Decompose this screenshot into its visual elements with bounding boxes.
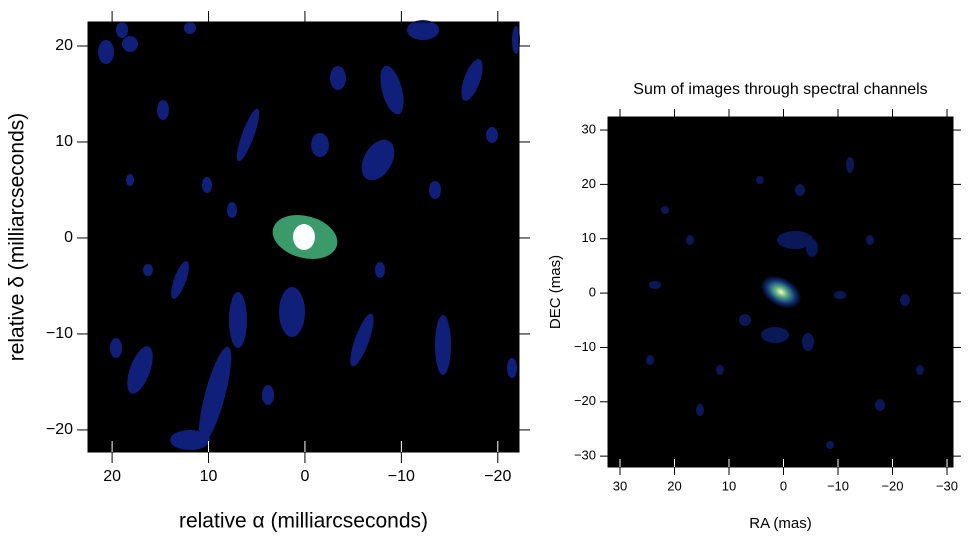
noise-blobs xyxy=(646,157,924,449)
x-tick-label: −20 xyxy=(484,468,511,485)
x-axis-label: relative α (milliarcseconds) xyxy=(179,510,428,533)
x-axis-label: RA (mas) xyxy=(749,515,812,532)
x-tick-label: 20 xyxy=(667,478,681,493)
chart-title: Sum of images through spectral channels xyxy=(633,81,927,98)
axes: 20 10 0 −10 −20 20 10 0 −10 −20 relative α (millia… xyxy=(6,11,961,533)
x-tick-label: 0 xyxy=(300,468,309,485)
source-core xyxy=(760,275,802,309)
y-tick-label: 20 xyxy=(582,176,596,191)
y-tick-label: 0 xyxy=(589,285,596,300)
y-axis-label: relative δ (milliarcseconds) xyxy=(6,113,29,362)
frame xyxy=(607,116,954,468)
x-tick-label: −30 xyxy=(936,478,958,493)
y-tick-label: −20 xyxy=(46,421,73,438)
y-tick-label: 10 xyxy=(55,133,73,150)
y-tick-label: −30 xyxy=(574,448,596,463)
y-tick-label: 30 xyxy=(582,121,596,136)
y-tick-label: 0 xyxy=(64,229,73,246)
y-tick-label: 10 xyxy=(582,230,596,245)
frame xyxy=(87,21,520,453)
y-tick-label: −20 xyxy=(574,393,596,408)
x-tick-label: 0 xyxy=(780,478,787,493)
y-tick-label: −10 xyxy=(46,325,73,342)
y-tick-label: −10 xyxy=(574,339,596,354)
x-tick-label: −10 xyxy=(827,478,849,493)
source-core xyxy=(293,224,315,250)
noise-blobs xyxy=(98,20,520,450)
x-tick-label: 30 xyxy=(613,478,627,493)
x-tick-label: −10 xyxy=(388,468,415,485)
x-tick-label: 10 xyxy=(722,478,736,493)
x-tick-label: 10 xyxy=(200,468,218,485)
x-tick-label: −20 xyxy=(881,478,903,493)
y-tick-label: 20 xyxy=(55,37,73,54)
y-axis-label: DEC (mas) xyxy=(547,255,564,329)
x-tick-label: 20 xyxy=(103,468,121,485)
